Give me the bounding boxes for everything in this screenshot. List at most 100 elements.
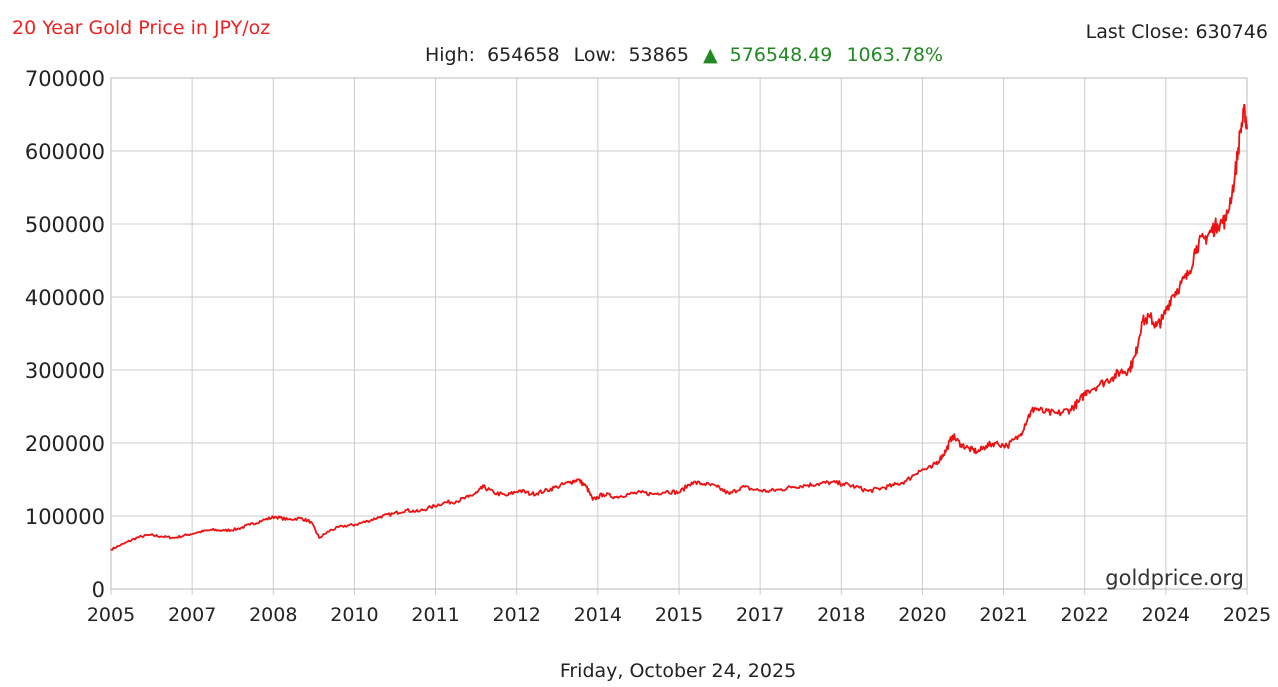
series-point — [939, 458, 941, 460]
up-arrow-icon: ▲ — [703, 44, 718, 66]
series-point — [1244, 110, 1246, 112]
x-tick-label: 2020 — [898, 604, 946, 626]
series-point — [1134, 354, 1137, 357]
series-point — [249, 524, 251, 526]
series-point — [568, 481, 571, 484]
series-point — [1128, 369, 1130, 371]
date-label: Friday, October 24, 2025 — [560, 660, 796, 682]
chart-title: 20 Year Gold Price in JPY/oz — [12, 17, 270, 39]
series-point — [1178, 285, 1181, 287]
series-point — [766, 490, 769, 493]
series-point — [690, 481, 693, 484]
series-point — [892, 484, 895, 487]
series-point — [960, 443, 962, 446]
y-tick-label: 400000 — [25, 286, 105, 310]
x-tick-label: 2018 — [817, 604, 865, 626]
series-point — [930, 467, 933, 469]
series-point — [379, 515, 382, 518]
series-point — [1111, 376, 1114, 379]
series-point — [505, 494, 508, 497]
series-point — [455, 500, 457, 503]
series-point — [442, 502, 445, 504]
series-point — [968, 448, 971, 450]
series-point — [341, 525, 344, 527]
x-tick-label: 2025 — [1223, 604, 1271, 626]
change-percent: 1063.78% — [846, 44, 943, 66]
series-point — [286, 518, 289, 521]
series-point — [1056, 413, 1059, 415]
series-point — [1141, 321, 1143, 323]
x-tick-label: 2005 — [87, 604, 135, 626]
low-value: 53865 — [628, 44, 688, 66]
series-point — [1098, 383, 1101, 386]
x-tick-label: 2024 — [1142, 604, 1190, 626]
series-point — [804, 484, 806, 487]
plot-area-border — [110, 77, 1248, 590]
series-point — [854, 486, 857, 488]
series-point — [1155, 325, 1158, 328]
series-point — [493, 491, 495, 494]
series-point — [417, 510, 419, 513]
series-point — [299, 517, 302, 519]
series-point — [556, 486, 558, 488]
series-point — [665, 490, 668, 493]
high-value: 654658 — [487, 44, 560, 66]
series-point — [329, 529, 331, 532]
watermark: goldprice.org — [1105, 566, 1244, 590]
y-tick-label: 700000 — [25, 67, 105, 91]
series-point — [577, 478, 579, 481]
series-point — [518, 489, 520, 492]
series-point — [728, 493, 731, 495]
x-tick-label: 2017 — [736, 604, 784, 626]
series-point — [1239, 128, 1242, 130]
series-point — [404, 509, 407, 512]
series-point — [318, 537, 321, 539]
x-tick-label: 2015 — [655, 604, 703, 626]
series-point — [1233, 179, 1236, 181]
series-point — [310, 521, 312, 523]
series-point — [211, 529, 213, 531]
last-close-label: Last Close: 630746 — [1086, 21, 1268, 43]
series-point — [122, 542, 125, 545]
series-point — [1187, 274, 1189, 276]
series-point — [817, 483, 819, 485]
y-tick-label: 0 — [92, 578, 105, 602]
series-point — [482, 486, 485, 488]
series-point — [1246, 127, 1248, 130]
y-axis: 0 100000 200000 300000 400000 500000 600000 700… — [25, 67, 105, 602]
series-points — [110, 110, 1248, 551]
series-point — [1225, 219, 1227, 222]
series-point — [366, 520, 369, 522]
series-point — [741, 486, 743, 488]
series-point — [1170, 296, 1173, 298]
y-tick-label: 500000 — [25, 213, 105, 237]
series-point — [640, 491, 642, 494]
series-point — [976, 451, 979, 453]
series-point — [753, 488, 756, 491]
series-point — [1033, 407, 1036, 409]
series-point — [829, 481, 832, 484]
x-axis: 2005 2007 2008 2010 2011 2012 2014 2015 2017 2018… — [87, 604, 1271, 626]
series-point — [591, 499, 594, 501]
high-label: High: — [425, 44, 475, 66]
x-tick-label: 2022 — [1061, 604, 1109, 626]
x-tick-label: 2010 — [330, 604, 378, 626]
series-point — [392, 513, 394, 515]
series-point — [1086, 389, 1088, 392]
series-point — [993, 442, 996, 444]
series-point — [842, 483, 844, 485]
y-tick-label: 300000 — [25, 359, 105, 383]
series-point — [985, 445, 987, 447]
series-point — [627, 493, 630, 495]
series-point — [1204, 237, 1206, 240]
series-point — [1027, 415, 1029, 418]
series-point — [918, 469, 920, 472]
series-point — [1069, 408, 1072, 411]
series-point — [1162, 318, 1164, 320]
low-label: Low: — [574, 44, 617, 66]
series-point — [185, 534, 188, 536]
x-tick-label: 2021 — [979, 604, 1027, 626]
x-tick-label: 2008 — [249, 604, 297, 626]
series-point — [1044, 411, 1046, 414]
series-point — [1216, 223, 1219, 225]
